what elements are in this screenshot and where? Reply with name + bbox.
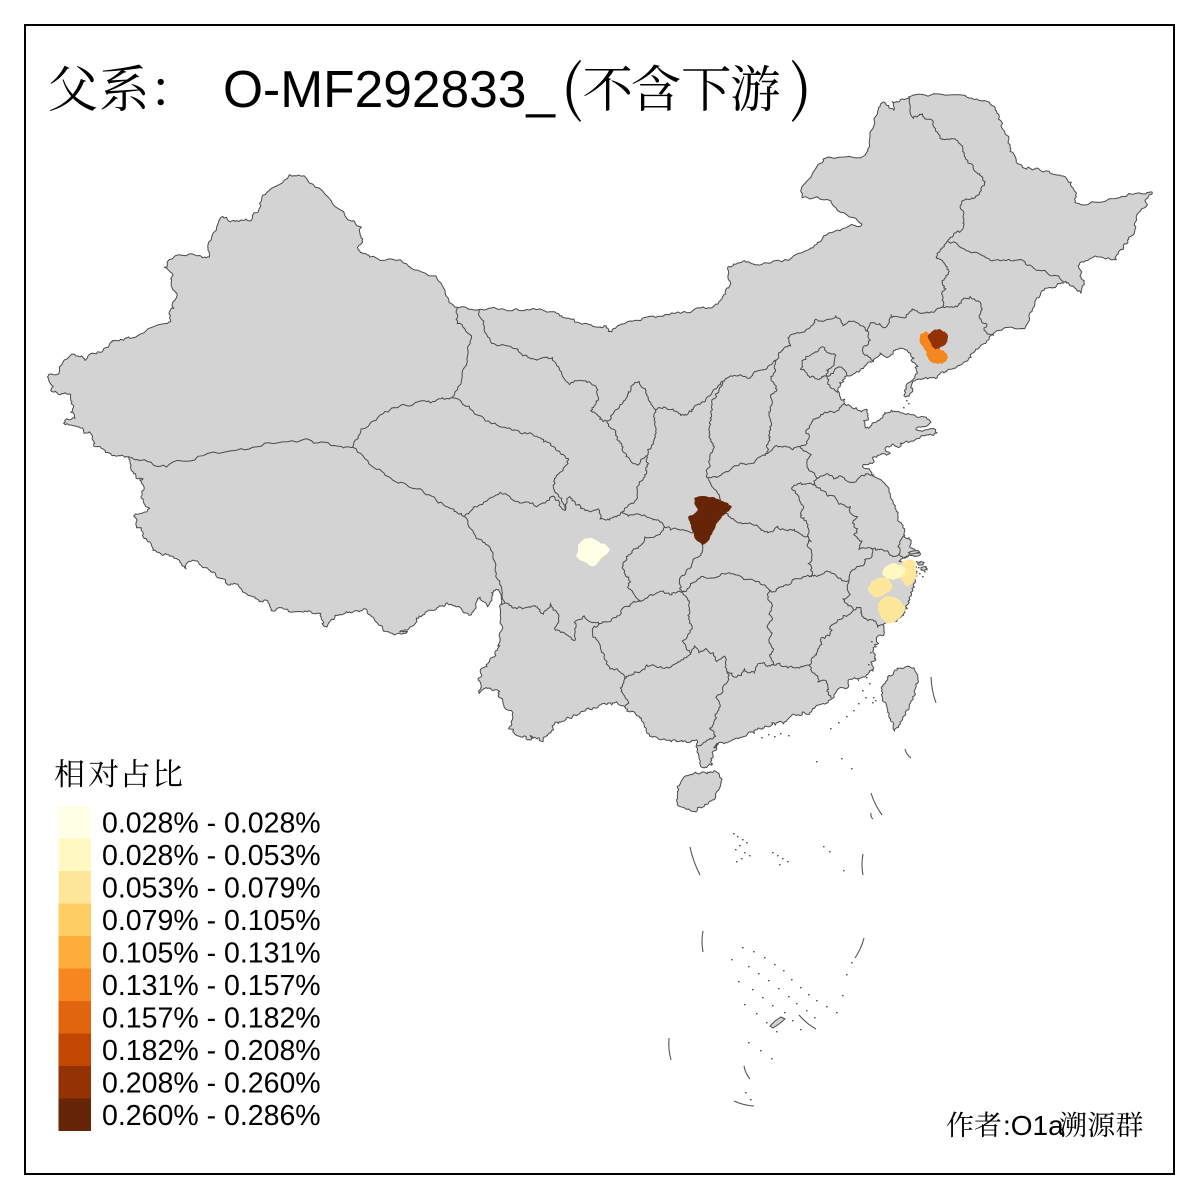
svg-text:0.053% - 0.079%: 0.053% - 0.079%: [102, 872, 321, 904]
svg-text::O1a: :O1a: [1003, 1110, 1064, 1141]
svg-text:0.105% - 0.131%: 0.105% - 0.131%: [102, 937, 321, 969]
svg-text:0.131% - 0.157%: 0.131% - 0.157%: [102, 970, 321, 1002]
svg-text:0.028% - 0.053%: 0.028% - 0.053%: [102, 840, 321, 872]
svg-text:0.028% - 0.028%: 0.028% - 0.028%: [102, 807, 321, 839]
svg-text:0.182% - 0.208%: 0.182% - 0.208%: [102, 1035, 321, 1067]
svg-text:0.157% - 0.182%: 0.157% - 0.182%: [102, 1002, 321, 1034]
svg-text:0.208% - 0.260%: 0.208% - 0.260%: [102, 1067, 321, 1099]
svg-text:O-MF292833_: O-MF292833_: [223, 60, 556, 118]
svg-text:0.079% - 0.105%: 0.079% - 0.105%: [102, 905, 321, 937]
svg-text:0.260% - 0.286%: 0.260% - 0.286%: [102, 1100, 321, 1132]
